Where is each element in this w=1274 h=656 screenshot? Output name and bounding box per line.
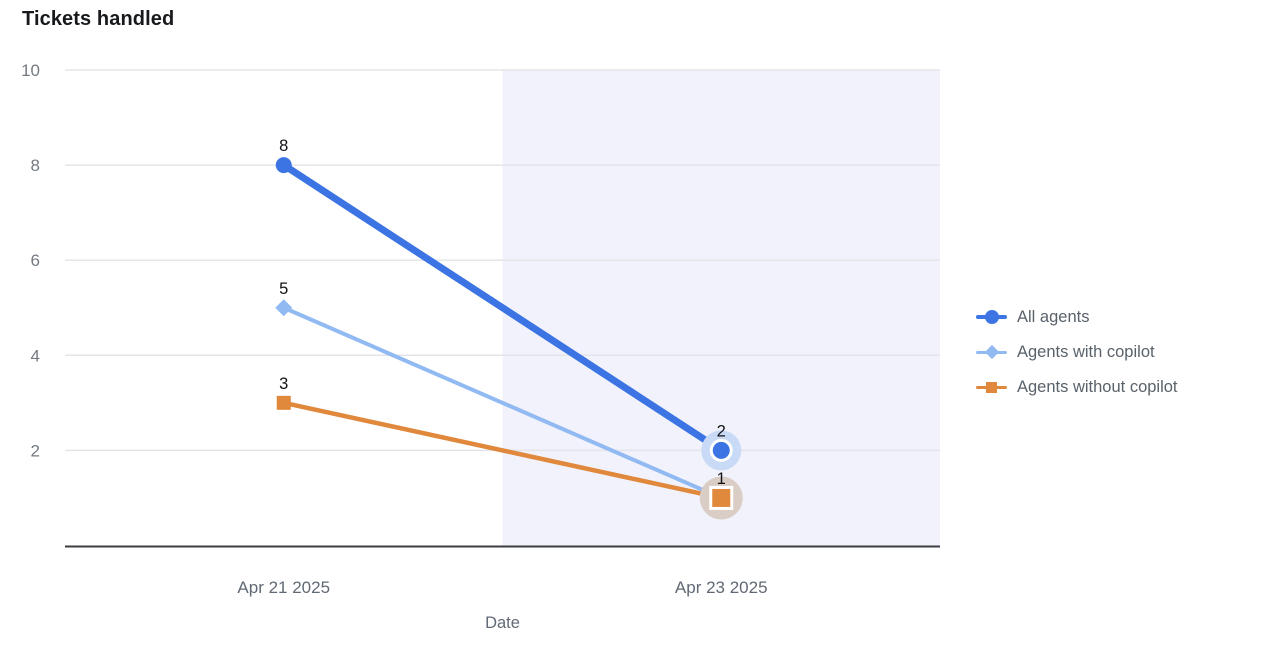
series-line-agents-without-copilot xyxy=(281,400,724,501)
point-value-label-agents-without-copilot: 3 xyxy=(279,375,288,393)
x-axis-tick-label: Apr 23 2025 xyxy=(675,578,768,597)
data-point-agents-with-copilot[interactable] xyxy=(275,299,293,317)
y-axis-tick-label: 2 xyxy=(31,441,40,460)
tickets-handled-line-chart: 2 4 6 8 10 8 2 5 3 1 Apr 21 2025 Apr 23 2025 Date xyxy=(21,61,940,632)
y-axis-tick-label: 6 xyxy=(31,251,40,270)
legend-label: Agents with copilot xyxy=(1017,342,1155,361)
point-value-label-agents-with-copilot: 5 xyxy=(279,280,288,298)
legend-diamond-icon xyxy=(976,344,1007,360)
chart-legend: All agents Agents with copilot Agents with… xyxy=(976,305,1178,399)
legend-label: All agents xyxy=(1017,307,1090,326)
legend-label: Agents without copilot xyxy=(1017,377,1178,396)
y-axis-tick-label: 8 xyxy=(31,156,40,175)
point-value-label-agents-without-copilot: 1 xyxy=(717,470,726,488)
legend-item-agents-with-copilot[interactable]: Agents with copilot xyxy=(976,340,1178,364)
y-axis-tick-label: 4 xyxy=(31,346,40,365)
point-value-label-all-agents: 8 xyxy=(279,137,288,155)
data-point-agents-without-copilot[interactable] xyxy=(709,485,734,510)
x-axis-title: Date xyxy=(485,614,520,632)
x-axis-tick-label: Apr 21 2025 xyxy=(237,578,330,597)
series-line-all-agents xyxy=(280,161,725,454)
data-point-all-agents[interactable] xyxy=(709,438,733,462)
legend-marker-square xyxy=(986,381,997,393)
legend-marker-diamond xyxy=(984,344,999,360)
data-point-agents-without-copilot[interactable] xyxy=(276,395,291,410)
y-axis-tick-label: 10 xyxy=(21,61,40,80)
legend-circle-icon xyxy=(976,309,1007,325)
legend-item-agents-without-copilot[interactable]: Agents without copilot xyxy=(976,375,1178,399)
point-value-label-all-agents: 2 xyxy=(717,422,726,440)
series-line-agents-with-copilot xyxy=(281,305,724,500)
legend-item-all-agents[interactable]: All agents xyxy=(976,305,1178,329)
legend-marker-circle xyxy=(985,310,999,324)
chart-title: Tickets handled xyxy=(22,8,175,30)
legend-square-icon xyxy=(976,379,1007,395)
data-point-all-agents[interactable] xyxy=(275,157,292,174)
